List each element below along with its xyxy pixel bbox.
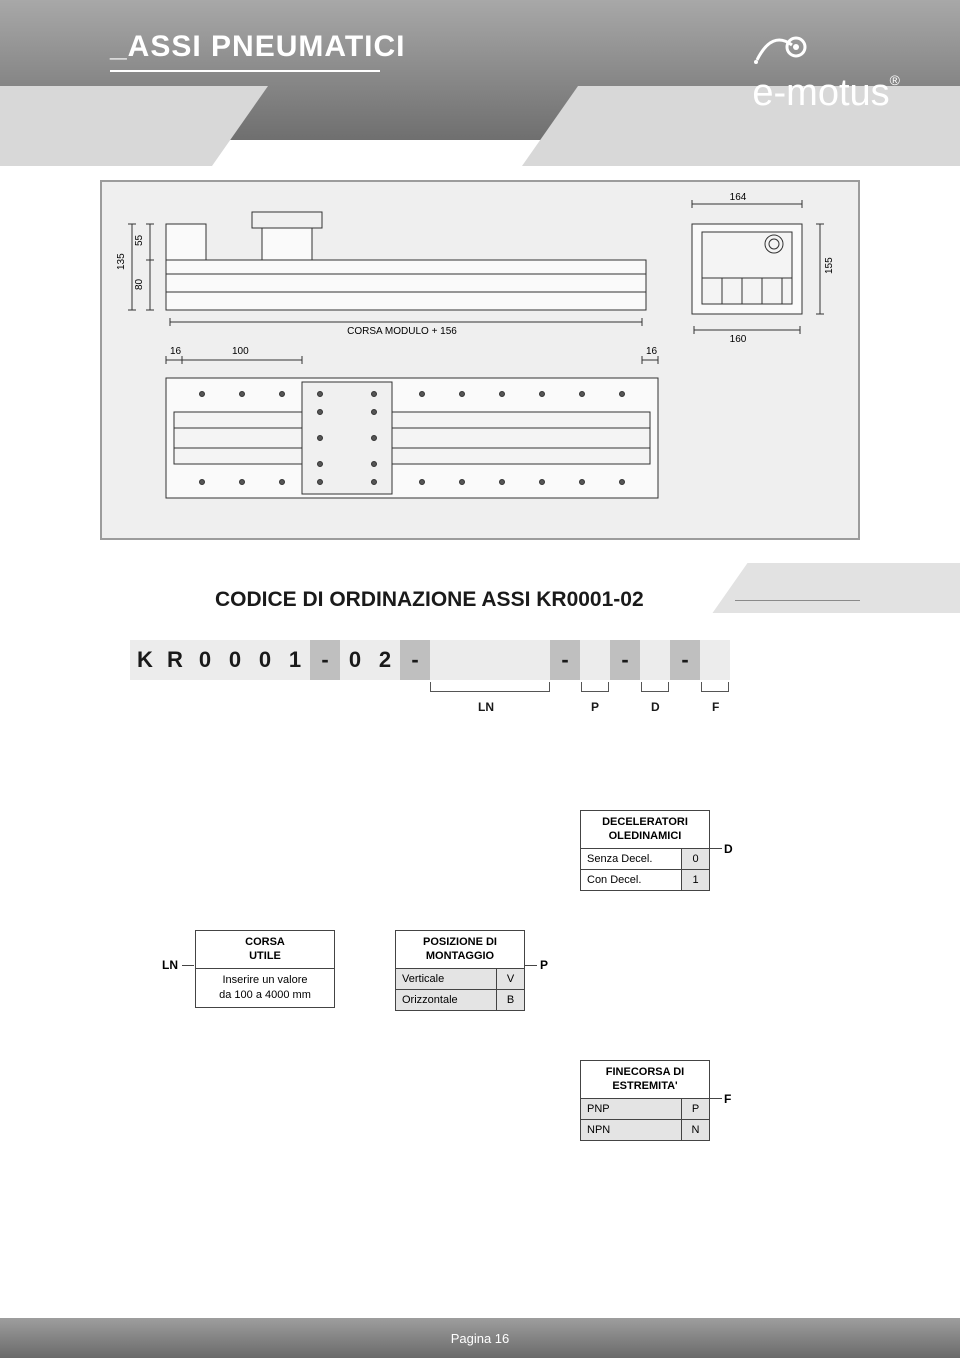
bracket-d bbox=[641, 682, 669, 692]
code-cell bbox=[430, 640, 460, 680]
svg-text:80: 80 bbox=[134, 278, 145, 290]
corsa-header2: UTILE bbox=[249, 950, 281, 962]
technical-drawing: 135 55 80 164 160 155 bbox=[100, 180, 860, 540]
decel-header1: DECELERATORI bbox=[602, 816, 688, 828]
page-title: _ASSI PNEUMATICI bbox=[110, 30, 405, 64]
code-cell: 1 bbox=[280, 640, 310, 680]
table-finecorsa: FINECORSA DI ESTREMITA' PNP P NPN N bbox=[580, 1060, 710, 1141]
code-cell: 0 bbox=[340, 640, 370, 680]
corsa-header1: CORSA bbox=[245, 936, 285, 948]
logo-icon bbox=[752, 20, 812, 80]
page-number: Pagina 16 bbox=[451, 1331, 510, 1346]
pos-header1: POSIZIONE DI bbox=[423, 936, 497, 948]
decel-r1-code: 0 bbox=[681, 849, 709, 869]
title-underline bbox=[110, 70, 380, 72]
svg-text:CORSA MODULO + 156: CORSA MODULO + 156 bbox=[347, 326, 457, 337]
footer: Pagina 16 bbox=[0, 1318, 960, 1358]
pos-header2: MONTAGGIO bbox=[426, 950, 494, 962]
code-cell: 0 bbox=[220, 640, 250, 680]
svg-text:100: 100 bbox=[232, 346, 249, 357]
code-cell: K bbox=[130, 640, 160, 680]
stem-p bbox=[525, 965, 537, 966]
table-deceleratori: DECELERATORI OLEDINAMICI Senza Decel. 0 … bbox=[580, 810, 710, 891]
section-diag bbox=[712, 563, 960, 613]
code-cell: - bbox=[550, 640, 580, 680]
corsa-note1: Inserire un valore bbox=[223, 974, 308, 986]
svg-text:160: 160 bbox=[730, 334, 747, 345]
fine-header2: ESTREMITA' bbox=[612, 1080, 677, 1092]
logo-reg: ® bbox=[890, 72, 900, 88]
side-label-ln: LN bbox=[162, 958, 178, 972]
table-corsa: CORSA UTILE Inserire un valore da 100 a … bbox=[195, 930, 335, 1008]
code-cell: - bbox=[610, 640, 640, 680]
pos-r1-label: Verticale bbox=[396, 969, 496, 989]
code-cell bbox=[460, 640, 490, 680]
decel-r1-label: Senza Decel. bbox=[581, 849, 681, 869]
bracket-label-p: P bbox=[591, 700, 599, 714]
fine-r2-code: N bbox=[681, 1120, 709, 1140]
brand-logo: e-motus® bbox=[752, 20, 900, 115]
stem-d bbox=[710, 848, 722, 849]
code-cell: 2 bbox=[370, 640, 400, 680]
stem-f bbox=[710, 1098, 722, 1099]
pos-r2-code: B bbox=[496, 990, 524, 1010]
code-cell bbox=[700, 640, 730, 680]
code-cell: - bbox=[670, 640, 700, 680]
code-cell bbox=[490, 640, 520, 680]
svg-text:164: 164 bbox=[730, 192, 747, 203]
decel-header2: OLEDINAMICI bbox=[609, 830, 682, 842]
pos-r2-label: Orizzontale bbox=[396, 990, 496, 1010]
stem-ln bbox=[182, 965, 194, 966]
code-cell: 0 bbox=[190, 640, 220, 680]
side-label-f: F bbox=[724, 1092, 731, 1106]
decel-r2-label: Con Decel. bbox=[581, 870, 681, 890]
section-line bbox=[735, 600, 860, 601]
code-cell: R bbox=[160, 640, 190, 680]
code-cell bbox=[640, 640, 670, 680]
code-cell: - bbox=[400, 640, 430, 680]
section-title: CODICE DI ORDINAZIONE ASSI KR0001-02 bbox=[215, 588, 644, 612]
code-cell: - bbox=[310, 640, 340, 680]
bracket-p bbox=[581, 682, 609, 692]
logo-text: e-motus bbox=[752, 72, 889, 114]
svg-text:135: 135 bbox=[116, 253, 127, 270]
pos-r1-code: V bbox=[496, 969, 524, 989]
svg-text:16: 16 bbox=[646, 346, 658, 357]
code-cell: 0 bbox=[250, 640, 280, 680]
code-cell bbox=[520, 640, 550, 680]
bracket-ln bbox=[430, 682, 550, 692]
bracket-f bbox=[701, 682, 729, 692]
svg-text:16: 16 bbox=[170, 346, 182, 357]
svg-text:55: 55 bbox=[134, 234, 145, 246]
header-diag-left bbox=[0, 86, 268, 166]
side-label-d: D bbox=[724, 842, 733, 856]
svg-text:155: 155 bbox=[824, 257, 835, 274]
order-code-strip: KR0001-02---- bbox=[130, 640, 730, 680]
bracket-label-f: F bbox=[712, 700, 719, 714]
side-label-p: P bbox=[540, 958, 548, 972]
code-cell bbox=[580, 640, 610, 680]
decel-r2-code: 1 bbox=[681, 870, 709, 890]
fine-header1: FINECORSA DI bbox=[606, 1066, 684, 1078]
corsa-note2: da 100 a 4000 mm bbox=[219, 989, 311, 1001]
table-posizione: POSIZIONE DI MONTAGGIO Verticale V Orizz… bbox=[395, 930, 525, 1011]
bracket-label-ln: LN bbox=[478, 700, 494, 714]
fine-r1-label: PNP bbox=[581, 1099, 681, 1119]
bracket-label-d: D bbox=[651, 700, 660, 714]
fine-r1-code: P bbox=[681, 1099, 709, 1119]
fine-r2-label: NPN bbox=[581, 1120, 681, 1140]
